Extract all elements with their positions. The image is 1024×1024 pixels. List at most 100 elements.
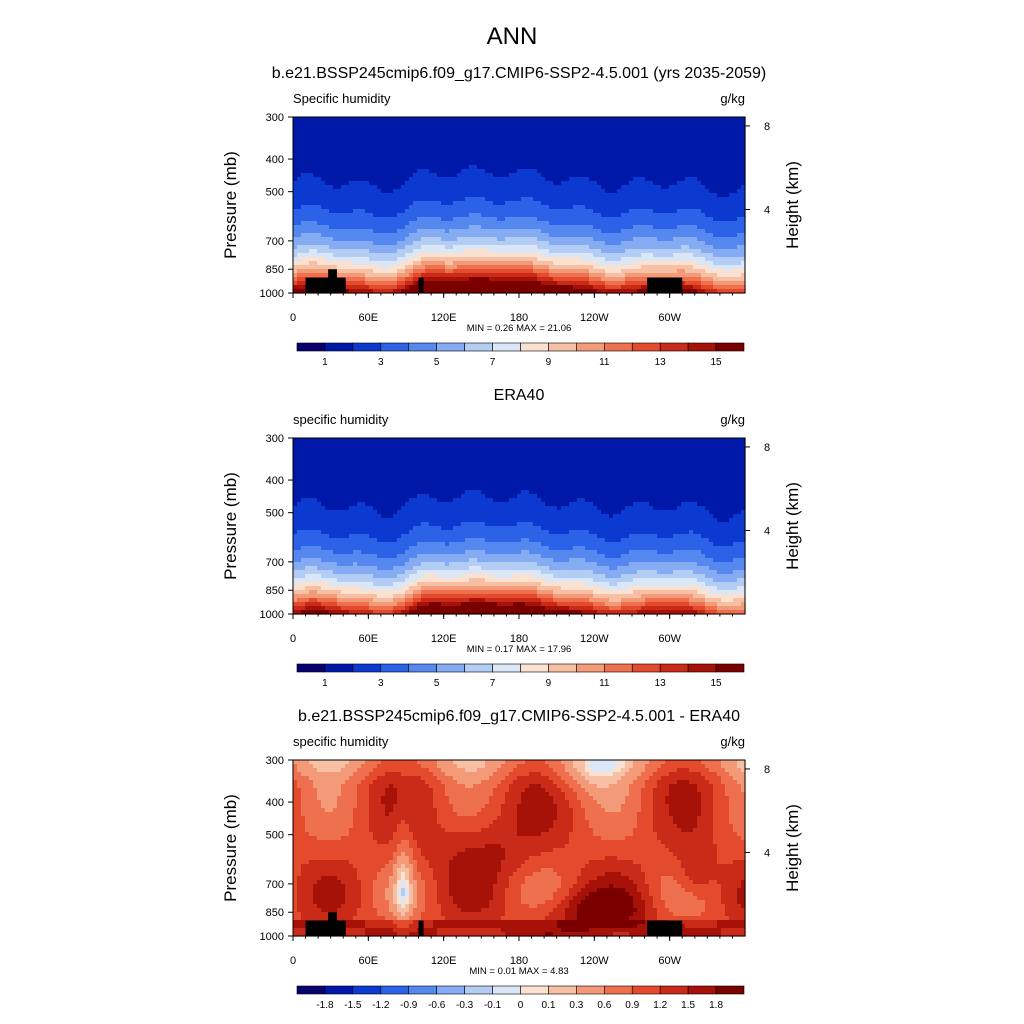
terrain-mask [305, 277, 346, 293]
contour-cell [681, 185, 686, 190]
contour-cell [353, 121, 358, 126]
contour-cell [521, 221, 526, 226]
contour-cell [505, 205, 510, 210]
contour-cell [481, 197, 486, 202]
contour-cell [449, 141, 454, 146]
contour-cell [625, 209, 630, 214]
contour-cell [457, 277, 462, 282]
contour-cell [597, 129, 602, 134]
contour-cell [521, 229, 526, 234]
contour-cell [333, 149, 338, 154]
contour-cell [493, 189, 498, 194]
contour-cell [393, 237, 398, 242]
contour-cell [305, 237, 310, 242]
contour-cell [621, 253, 626, 258]
contour-cell [569, 161, 574, 166]
contour-cell [673, 253, 678, 258]
contour-cell [321, 149, 326, 154]
contour-cell [621, 237, 626, 242]
contour-cell [681, 265, 686, 270]
contour-cell [557, 129, 562, 134]
contour-cell [641, 185, 646, 190]
contour-cell [517, 221, 522, 226]
contour-cell [633, 181, 638, 186]
contour-cell [465, 185, 470, 190]
contour-cell [513, 217, 518, 222]
contour-cell [513, 129, 518, 134]
contour-cell [673, 149, 678, 154]
contour-cell [689, 257, 694, 262]
contour-cell [693, 185, 698, 190]
contour-cell [469, 233, 474, 238]
contour-cell [505, 133, 510, 138]
contour-cell [517, 145, 522, 150]
contour-cell [333, 265, 338, 270]
contour-cell [501, 197, 506, 202]
contour-cell [633, 189, 638, 194]
contour-cell [733, 221, 738, 226]
contour-cell [573, 217, 578, 222]
contour-cell [305, 133, 310, 138]
contour-cell [321, 257, 326, 262]
contour-cell [473, 129, 478, 134]
contour-cell [445, 289, 450, 294]
contour-cell [489, 233, 494, 238]
contour-cell [605, 269, 610, 274]
contour-cell [317, 269, 322, 274]
contour-cell [581, 237, 586, 242]
contour-cell [629, 137, 634, 142]
contour-cell [617, 137, 622, 142]
contour-cell [561, 289, 566, 294]
contour-cell [485, 201, 490, 206]
contour-cell [617, 285, 622, 290]
contour-cell [433, 165, 438, 170]
contour-cell [505, 189, 510, 194]
contour-cell [485, 233, 490, 238]
contour-cell [541, 157, 546, 162]
contour-cell [633, 197, 638, 202]
contour-cell [317, 137, 322, 142]
contour-cell [293, 221, 298, 226]
contour-cell [713, 177, 718, 182]
contour-cell [489, 121, 494, 126]
contour-cell [665, 249, 670, 254]
contour-cell [309, 185, 314, 190]
contour-cell [309, 253, 314, 258]
contour-cell [421, 185, 426, 190]
contour-cell [377, 269, 382, 274]
contour-cell [661, 213, 666, 218]
contour-cell [489, 241, 494, 246]
contour-cell [349, 121, 354, 126]
contour-cell [605, 233, 610, 238]
contour-cell [689, 153, 694, 158]
contour-cell [537, 253, 542, 258]
contour-cell [541, 201, 546, 206]
contour-cell [537, 233, 542, 238]
contour-cell [633, 185, 638, 190]
contour-cell [713, 173, 718, 178]
contour-cell [681, 133, 686, 138]
contour-cell [565, 189, 570, 194]
contour-cell [577, 245, 582, 250]
contour-cell [497, 141, 502, 146]
contour-cell [549, 153, 554, 158]
contour-cell [589, 209, 594, 214]
contour-cell [605, 221, 610, 226]
contour-cell [677, 205, 682, 210]
contour-cell [717, 269, 722, 274]
contour-cell [693, 173, 698, 178]
contour-cell [569, 241, 574, 246]
contour-cell [665, 177, 670, 182]
contour-cell [605, 133, 610, 138]
contour-cell [673, 185, 678, 190]
contour-cell [609, 129, 614, 134]
contour-cell [513, 289, 518, 294]
contour-cell [301, 209, 306, 214]
contour-cell [369, 233, 374, 238]
contour-cell [493, 129, 498, 134]
contour-cell [397, 245, 402, 250]
contour-cell [421, 141, 426, 146]
contour-cell [353, 217, 358, 222]
contour-cell [601, 281, 606, 286]
contour-cell [477, 153, 482, 158]
